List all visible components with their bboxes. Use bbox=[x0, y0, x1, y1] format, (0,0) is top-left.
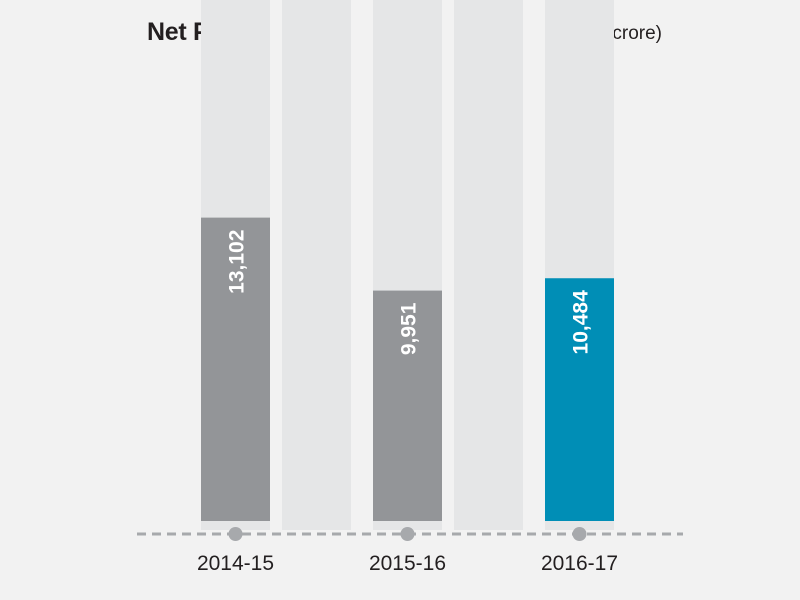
value-label-2014-15: 13,102 bbox=[226, 230, 249, 294]
x-tick-label-2016-17: 2016-17 bbox=[541, 552, 618, 575]
bar-2014-15 bbox=[201, 217, 270, 521]
value-label-2015-16: 9,951 bbox=[398, 302, 421, 355]
bar-2016-17 bbox=[545, 278, 614, 521]
axis-marker-2015-16 bbox=[400, 527, 415, 541]
x-tick-label-2015-16: 2015-16 bbox=[369, 552, 446, 575]
x-tick-label-2014-15: 2014-15 bbox=[197, 552, 274, 575]
bar-2015-16 bbox=[373, 290, 442, 521]
axis-marker-2016-17 bbox=[572, 527, 587, 541]
empty-column-1 bbox=[454, 0, 523, 530]
empty-column-0 bbox=[282, 0, 351, 530]
axis-marker-2014-15 bbox=[228, 527, 243, 541]
value-label-2016-17: 10,484 bbox=[570, 290, 593, 355]
